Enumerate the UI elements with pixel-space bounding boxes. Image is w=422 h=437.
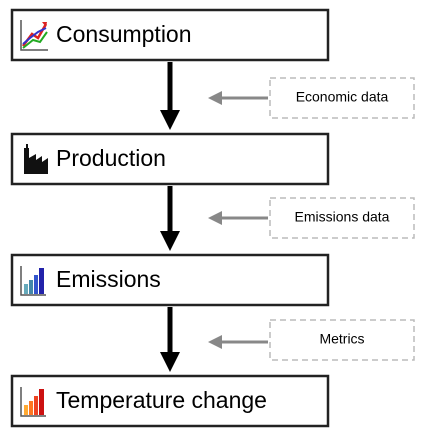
node-label: Consumption	[56, 21, 192, 47]
node-label: Emissions	[56, 266, 161, 292]
node-label: Production	[56, 145, 166, 171]
node-box	[10, 8, 330, 428]
input-label: Economic data	[296, 89, 389, 105]
input-label: Emissions data	[295, 209, 390, 225]
emissions-icon	[20, 266, 46, 296]
input-box	[269, 77, 415, 361]
temperature-icon	[20, 387, 46, 417]
input-arrow	[208, 91, 268, 349]
consumption-icon	[20, 20, 48, 51]
input-label: Metrics	[319, 331, 364, 347]
production-icon	[24, 144, 48, 174]
node-label: Temperature change	[56, 387, 267, 413]
